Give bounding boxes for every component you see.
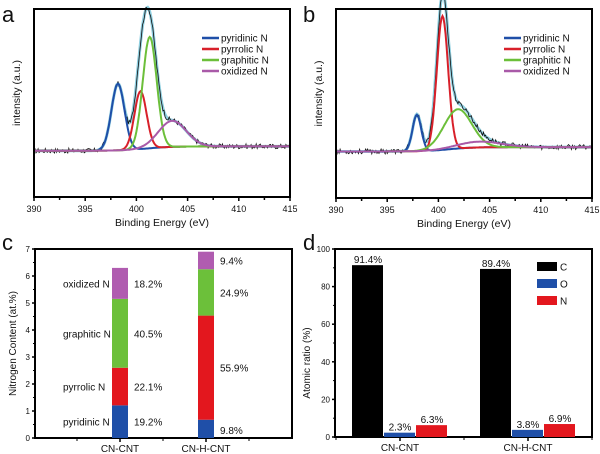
bar-segment-pyrrolic-n xyxy=(198,315,214,420)
bar-n xyxy=(544,424,575,437)
y-tick-label: 0 xyxy=(326,433,331,442)
x-tick-label: 405 xyxy=(180,204,195,214)
panel-a-xps-spectrum: 390 395 400 405 410 415 Binding Energy (eV) int… xyxy=(11,5,298,229)
series-line-oxidized-n xyxy=(34,119,290,152)
y-tick-label: 40 xyxy=(321,358,330,367)
data-label: 55.9% xyxy=(220,364,248,375)
x-tick-label: CN-CNT xyxy=(381,443,419,454)
bar-segment-oxidized-n xyxy=(198,251,214,270)
bar-segment-pyridinic-n xyxy=(112,405,128,438)
legend-swatch xyxy=(537,296,557,305)
legend-swatch xyxy=(537,279,557,288)
data-label: 40.5% xyxy=(134,329,162,340)
bar-c xyxy=(352,265,383,437)
data-label: 91.4% xyxy=(354,255,382,266)
y-tick-label: 7 xyxy=(26,245,31,254)
panel-letter-a: a xyxy=(2,2,15,27)
y-axis-label: intensity (a.u.) xyxy=(11,60,23,126)
x-tick-label: 410 xyxy=(231,204,246,214)
raw-data-line xyxy=(335,0,593,156)
x-tick-label: 415 xyxy=(282,204,297,214)
data-label: 6.3% xyxy=(421,415,444,426)
bar-o xyxy=(384,432,415,437)
panel-letter-c: c xyxy=(2,230,13,255)
panel-b-xps-spectrum: 390 395 400 405 410 415 Binding Energy (eV) int… xyxy=(313,0,600,230)
panel-d-atomic-ratio-chart: 0 20 40 60 80 100 Atomic ratio (%) 91.4% 2.3% 6.3… xyxy=(302,245,593,454)
legend-swatch xyxy=(537,262,557,271)
y-tick-label: 20 xyxy=(321,395,330,404)
series-line-graphitic-n xyxy=(336,108,592,153)
x-axis-label: Binding Energy (eV) xyxy=(417,218,511,230)
legend-label: oxidized N xyxy=(523,67,570,78)
x-tick-label: 390 xyxy=(26,204,41,214)
x-tick-label: CN-H-CNT xyxy=(182,444,231,454)
x-tick-label: 395 xyxy=(78,204,93,214)
raw-data-line xyxy=(33,7,291,155)
data-label: 9.4% xyxy=(220,256,243,267)
data-label: 19.2% xyxy=(134,418,162,429)
y-tick-label: 5 xyxy=(26,299,31,308)
data-label: 2.3% xyxy=(389,423,412,434)
legend-label: O xyxy=(560,280,568,291)
legend-label: graphitic N xyxy=(523,56,571,67)
data-label: 6.9% xyxy=(549,414,572,425)
y-tick-label: 3 xyxy=(26,353,31,362)
series-line-oxidized-n xyxy=(336,140,592,153)
series-annotation: pyrrolic N xyxy=(63,383,105,394)
bar-segment-pyridinic-n xyxy=(198,419,214,438)
x-tick-label: 390 xyxy=(328,205,343,215)
y-tick-label: 60 xyxy=(321,320,330,329)
data-label: 22.1% xyxy=(134,383,162,394)
x-tick-label: CN-CNT xyxy=(101,444,139,454)
bar-c xyxy=(480,268,511,437)
y-axis-label: Nitrogen Content (at.%) xyxy=(8,291,19,396)
series-annotation: pyridinic N xyxy=(63,418,110,429)
bar-segment-graphitic-n xyxy=(198,269,214,316)
y-axis-label: Atomic ratio (%) xyxy=(302,327,313,398)
bar-segment-pyrrolic-n xyxy=(112,367,128,406)
plot-frame xyxy=(34,248,293,439)
panel-letter-b: b xyxy=(303,2,315,27)
x-tick-label: 400 xyxy=(129,204,144,214)
legend-label: pyrrolic N xyxy=(523,45,565,56)
data-label: 24.9% xyxy=(220,288,248,299)
bar-segment-graphitic-n xyxy=(112,298,128,368)
bar-n xyxy=(416,425,447,437)
legend-label: oxidized N xyxy=(221,67,268,78)
y-tick-label: 4 xyxy=(26,326,31,335)
data-label: 9.8% xyxy=(220,426,243,437)
y-tick-label: 1 xyxy=(26,407,31,416)
y-axis-label: intensity (a.u.) xyxy=(313,61,325,127)
y-tick-label: 100 xyxy=(317,245,331,254)
legend-label: graphitic N xyxy=(221,56,269,67)
bar-o xyxy=(512,429,543,437)
y-tick-label: 0 xyxy=(26,434,31,443)
x-tick-label: CN-H-CNT xyxy=(504,443,553,454)
data-label: 89.4% xyxy=(482,259,510,270)
x-tick-label: 400 xyxy=(431,205,446,215)
legend-label: C xyxy=(560,263,567,274)
legend-label: pyrrolic N xyxy=(221,45,263,56)
legend-label: pyridinic N xyxy=(221,34,268,45)
series-annotation: graphitic N xyxy=(63,329,111,340)
legend-label: pyridinic N xyxy=(523,34,570,45)
series-line-pyridinic-n xyxy=(34,82,290,152)
y-tick-label: 2 xyxy=(26,380,31,389)
x-tick-label: 405 xyxy=(482,205,497,215)
x-axis-label: Binding Energy (eV) xyxy=(115,217,209,229)
series-annotation: oxidized N xyxy=(63,279,110,290)
data-label: 3.8% xyxy=(517,420,540,431)
y-tick-label: 80 xyxy=(321,283,330,292)
panel-c-nitrogen-content-chart: 0 1 2 3 4 5 6 7 Nitrogen Content (at.%) 19.2% pyri… xyxy=(8,245,293,454)
y-tick-label: 6 xyxy=(26,272,31,281)
legend-label: N xyxy=(560,297,567,308)
x-tick-label: 395 xyxy=(380,205,395,215)
bar-segment-oxidized-n xyxy=(112,267,128,299)
data-label: 18.2% xyxy=(134,279,162,290)
panel-letter-d: d xyxy=(303,230,315,255)
x-tick-label: 415 xyxy=(584,205,599,215)
x-tick-label: 410 xyxy=(533,205,548,215)
